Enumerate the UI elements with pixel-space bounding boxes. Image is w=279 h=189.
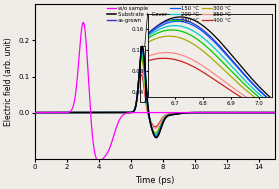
Legend: w/o sample, Substrate + Cover, as-grown, 150 °C, 200 °C, 250 °C, 300 °C, 350 °C,: w/o sample, Substrate + Cover, as-grown,… bbox=[105, 4, 234, 25]
Y-axis label: Electric field (arb. unit): Electric field (arb. unit) bbox=[4, 38, 13, 126]
X-axis label: Time (ps): Time (ps) bbox=[135, 176, 175, 185]
Bar bbox=[140, 46, 145, 102]
